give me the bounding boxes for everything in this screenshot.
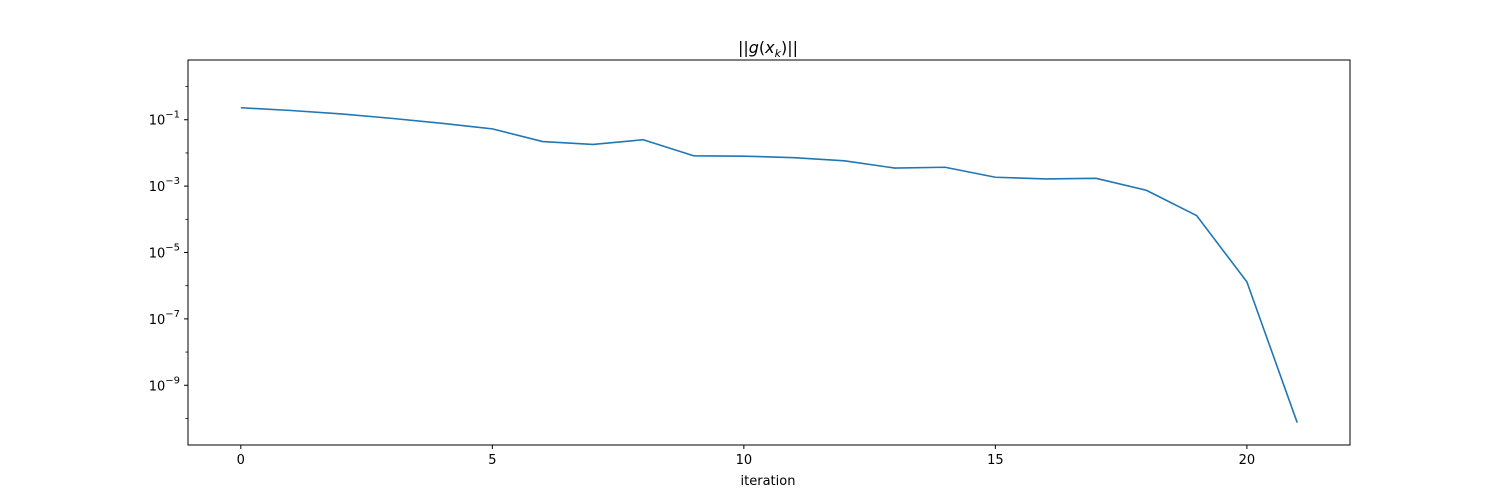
chart-title: ||g(xk)||	[738, 38, 798, 60]
y-tick-label: 10−9	[149, 375, 180, 394]
x-tick-label: 20	[1239, 453, 1256, 468]
axes-frame	[187, 59, 1351, 446]
x-tick-label: 15	[987, 453, 1004, 468]
y-tick-label: 10−1	[149, 110, 180, 129]
y-tick-label: 10−7	[149, 309, 180, 328]
x-axis-label: iteration	[741, 474, 796, 489]
y-tick-label: 10−3	[149, 176, 180, 195]
x-tick-label: 0	[237, 453, 245, 468]
series-line-0	[240, 106, 1298, 423]
x-tick-label: 10	[736, 453, 753, 468]
plot-area: 0 5 10 15 20 10−9 10−7 10−5 10−3 10−1	[149, 59, 1351, 468]
x-tick-label: 5	[488, 453, 496, 468]
y-tick-label: 10−5	[149, 243, 180, 262]
